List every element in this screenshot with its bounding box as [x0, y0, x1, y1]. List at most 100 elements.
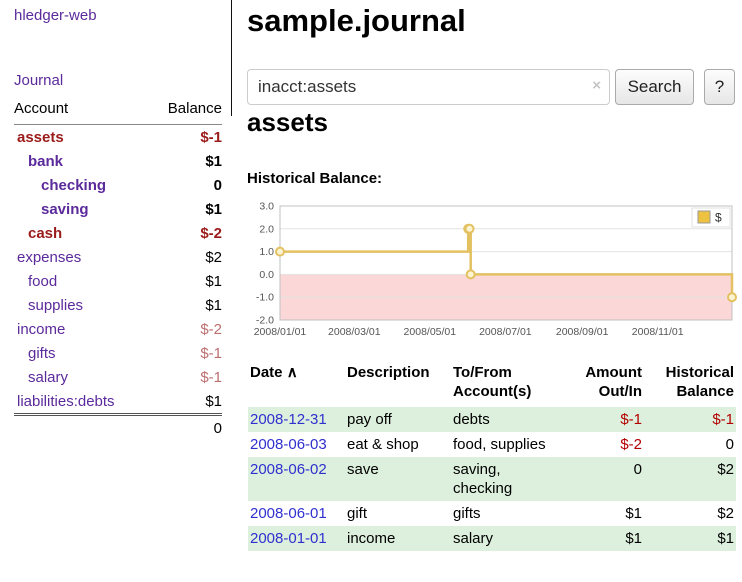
nav-journal-link[interactable]: Journal [14, 72, 64, 89]
account-row: expenses $2 [14, 245, 222, 269]
register-amount-cell: $1 [625, 505, 642, 522]
transaction-date-link[interactable]: 2008-12-31 [250, 411, 327, 428]
sort-asc-icon: ∧ [286, 364, 298, 381]
register-header-amount: Amount Out/In [585, 364, 642, 400]
data-point-marker [727, 292, 737, 303]
account-row: assets $-1 [14, 125, 222, 150]
x-tick-label: 2008/01/01 [254, 326, 307, 338]
y-tick-label: 3.0 [259, 201, 274, 213]
account-row: food $1 [14, 269, 222, 293]
register-amount-cell: 0 [633, 461, 642, 478]
register-amount-cell: $-1 [620, 411, 642, 428]
plot-border [279, 205, 733, 321]
register-date-cell: 2008-06-02 [248, 457, 345, 501]
account-link[interactable]: cash [28, 224, 63, 242]
account-name-cell: gifts [14, 341, 149, 365]
register-account-cell: gifts [453, 505, 481, 522]
account-row: income $-2 [14, 317, 222, 341]
page-title: sample.journal [247, 3, 466, 38]
account-link[interactable]: liabilities:debts [17, 392, 115, 410]
account-row: bank $1 [14, 149, 222, 173]
account-balance: $-1 [200, 344, 222, 362]
register-header-row: Date ∧ Description To/From Account(s) Am… [248, 360, 736, 407]
register-amount-cell: $1 [625, 530, 642, 547]
register-description-cell: pay off [347, 411, 392, 428]
help-button[interactable]: ? [704, 69, 735, 105]
account-name-cell: assets [14, 125, 149, 150]
register-row: 2008-12-31 pay off debts $-1 $-1 [248, 407, 736, 432]
data-point-marker [465, 269, 476, 280]
register-header-account: To/From Account(s) [453, 364, 532, 400]
accounts-total-row: 0 [14, 413, 222, 440]
register-row: 2008-06-02 save saving, checking 0 $2 [248, 457, 736, 501]
account-link[interactable]: checking [41, 176, 107, 194]
account-link[interactable]: food [28, 272, 58, 290]
account-name-cell: saving [14, 197, 149, 221]
account-link[interactable]: gifts [28, 344, 56, 362]
register-table: Date ∧ Description To/From Account(s) Am… [248, 360, 736, 551]
accounts-total-spacer [14, 413, 150, 440]
chart-heading: Historical Balance: [247, 170, 383, 187]
account-balance: $-1 [200, 128, 222, 146]
account-link[interactable]: expenses [17, 248, 82, 266]
search-field-wrap: × [247, 69, 610, 105]
register-account-cell: debts [453, 411, 490, 428]
x-tick-label: 2008/09/01 [556, 326, 609, 338]
search-input[interactable] [247, 69, 610, 105]
x-tick-label: 2008/03/01 [328, 326, 381, 338]
account-link[interactable]: salary [28, 368, 69, 386]
register-balance-cell: $1 [717, 530, 734, 547]
register-account-cell: saving, checking [453, 461, 513, 497]
search-bar: × Search ? [247, 69, 736, 105]
account-link[interactable]: income [17, 320, 66, 338]
x-tick-label: 2008/07/01 [479, 326, 532, 338]
account-link[interactable]: bank [28, 152, 64, 170]
register-row: 2008-06-03 eat & shop food, supplies $-2 0 [248, 432, 736, 457]
sidebar-divider [231, 0, 232, 116]
account-balance: $2 [205, 248, 222, 266]
clear-search-icon[interactable]: × [592, 77, 601, 94]
register-balance-cell: $2 [717, 505, 734, 522]
transaction-date-link[interactable]: 2008-06-02 [250, 461, 327, 478]
register-header-description: Description [347, 364, 430, 381]
account-name-cell: food [14, 269, 149, 293]
account-row: liabilities:debts $1 [14, 389, 222, 415]
account-link[interactable]: saving [41, 200, 89, 218]
transaction-date-link[interactable]: 2008-06-01 [250, 505, 327, 522]
data-point-marker [275, 246, 285, 257]
register-description-cell: eat & shop [347, 436, 419, 453]
transaction-date-link[interactable]: 2008-01-01 [250, 530, 327, 547]
register-account-cell: food, supplies [453, 436, 546, 453]
register-balance-cell: 0 [725, 436, 734, 453]
x-tick-label: 2008/05/01 [404, 326, 457, 338]
register-header-date[interactable]: Date ∧ [248, 360, 345, 407]
account-link[interactable]: assets [17, 128, 64, 146]
account-name-cell: bank [14, 149, 149, 173]
register-row: 2008-01-01 income salary $1 $1 [248, 526, 736, 551]
register-date-cell: 2008-12-31 [248, 407, 345, 432]
search-button[interactable]: Search [615, 69, 694, 105]
account-link[interactable]: supplies [28, 296, 84, 314]
accounts-header-balance: Balance [149, 97, 222, 125]
account-heading: assets [247, 107, 328, 137]
transaction-date-link[interactable]: 2008-06-03 [250, 436, 327, 453]
legend-label: $ [715, 211, 722, 225]
account-name-cell: supplies [14, 293, 149, 317]
legend-swatch [697, 210, 711, 224]
account-name-cell: salary [14, 365, 149, 389]
account-name-cell: income [14, 317, 149, 341]
account-row: saving $1 [14, 197, 222, 221]
app-title-link[interactable]: hledger-web [14, 7, 97, 24]
register-balance-cell: $2 [717, 461, 734, 478]
register-description-cell: save [347, 461, 379, 478]
account-name-cell: checking [14, 173, 149, 197]
x-tick-label: 2008/11/01 [632, 326, 684, 338]
account-row: gifts $-1 [14, 341, 222, 365]
register-description-cell: income [347, 530, 396, 547]
y-tick-label: 0.0 [259, 269, 274, 281]
y-tick-label: 2.0 [259, 223, 274, 235]
register-date-cell: 2008-06-01 [248, 501, 345, 526]
data-point-marker [464, 223, 475, 234]
accounts-total-balance: 0 [149, 413, 222, 440]
